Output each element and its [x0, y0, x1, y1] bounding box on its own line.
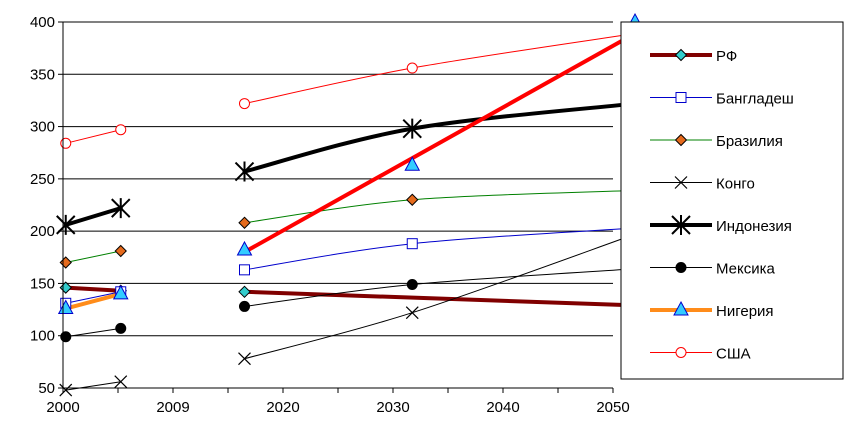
data-point [114, 244, 127, 258]
series-line-0 [242, 289, 637, 308]
data-point [239, 300, 250, 312]
data-point [238, 352, 251, 366]
x-tick-label: 2040 [486, 399, 519, 416]
data-point [60, 331, 72, 343]
plot-area [56, 12, 645, 397]
series-line-0 [63, 285, 123, 293]
data-point [57, 299, 74, 315]
series-line-6 [63, 291, 123, 311]
data-point [115, 322, 127, 334]
x-tick-label: 2020 [266, 399, 299, 416]
series-line-1 [244, 227, 636, 271]
x-tick-label: 2000 [46, 399, 79, 416]
data-point [60, 137, 72, 149]
data-point [112, 284, 129, 300]
y-tick-label: 150 [30, 275, 55, 292]
y-tick-label: 300 [30, 119, 55, 136]
series-line-5 [244, 268, 636, 307]
y-axis-ticks: 50 100 150 200 250 300 350 400 [30, 14, 55, 397]
y-tick-label: 100 [30, 328, 55, 345]
legend-label: Индонезия [716, 218, 792, 235]
data-point [59, 256, 72, 269]
series-line-4 [63, 206, 123, 227]
legend-swatch-marker [675, 347, 687, 358]
series-line-4 [242, 101, 637, 174]
gridlines [58, 21, 614, 393]
legend-label: Бангладеш [716, 91, 794, 108]
series-line-2 [65, 250, 122, 264]
data-point [239, 264, 250, 276]
legend-swatch-marker [671, 215, 691, 235]
data-point [236, 240, 253, 256]
legend-box [620, 21, 844, 380]
legend: РФ Бангладеш Бразилия Конго Индонезия Мексика… [620, 21, 844, 380]
data-point [238, 216, 251, 229]
data-point [404, 156, 421, 171]
legend-label: США [716, 346, 751, 363]
data-point [402, 118, 422, 139]
legend-label: Конго [716, 176, 755, 193]
y-tick-label: 250 [30, 171, 55, 188]
legend-label: РФ [716, 48, 737, 65]
data-point [111, 198, 131, 219]
x-tick-label: 2050 [596, 399, 629, 416]
data-point [56, 214, 76, 235]
data-point [405, 306, 419, 320]
trend-line [242, 31, 637, 255]
y-tick-label: 200 [30, 223, 55, 240]
y-tick-label: 50 [38, 380, 55, 397]
series-line-3 [244, 233, 636, 360]
legend-swatch-marker [674, 176, 688, 189]
legend-label: Нигерия [716, 303, 774, 320]
data-point [406, 238, 418, 250]
data-point [406, 193, 419, 206]
legend-swatch-marker [675, 92, 687, 103]
y-tick-label: 350 [30, 66, 55, 83]
data-point [234, 161, 255, 182]
series-line-1 [65, 291, 122, 304]
x-axis-ticks: 2000 2009 2020 2030 2040 2050 [46, 399, 629, 416]
series-line-5 [65, 327, 122, 338]
legend-label: Мексика [716, 261, 776, 278]
data-point [59, 383, 73, 397]
legend-swatch-marker [673, 300, 689, 316]
legend-swatch-marker [675, 262, 687, 273]
axes [62, 22, 613, 389]
data-point [115, 124, 127, 136]
data-point [239, 98, 250, 110]
data-point [406, 62, 418, 74]
data-point [406, 278, 418, 290]
legend-label: Бразилия [716, 133, 783, 150]
y-tick-label: 400 [30, 14, 55, 31]
legend-swatch-marker [674, 133, 688, 147]
x-tick-label: 2030 [376, 399, 409, 416]
series-line-7 [65, 129, 122, 144]
x-tick-label: 2009 [156, 399, 189, 416]
legend-swatch-marker [674, 48, 688, 62]
data-point [114, 375, 128, 389]
series-line-3 [65, 381, 122, 391]
data-point [238, 285, 251, 299]
